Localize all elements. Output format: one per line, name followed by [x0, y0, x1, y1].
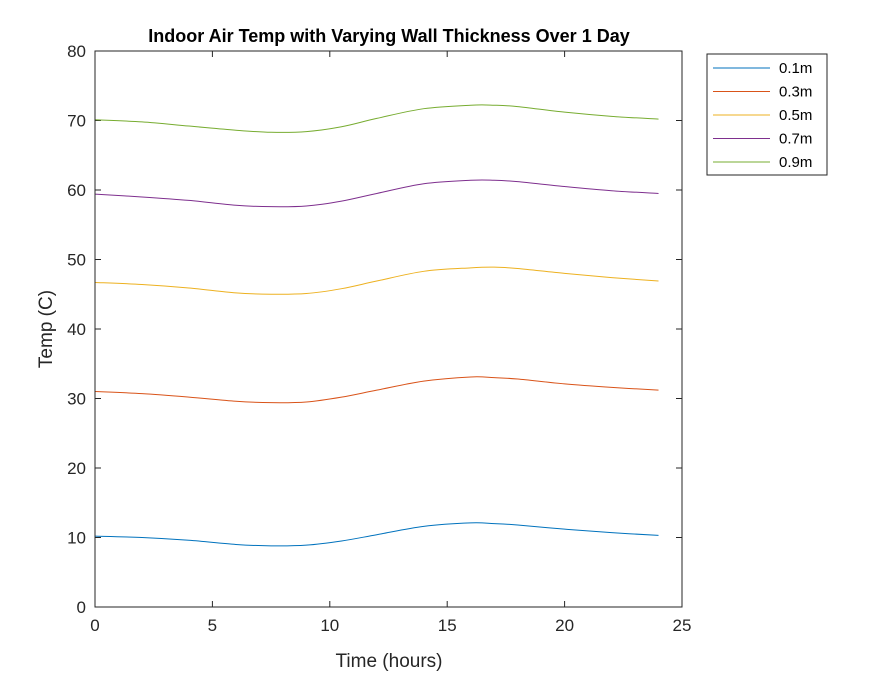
series-line-2 — [94, 266, 659, 295]
plot-border — [94, 50, 683, 608]
y-tick-label: 40 — [67, 320, 86, 339]
y-axis-label: Temp (C) — [36, 290, 57, 368]
legend-entries: 0.1m 0.3m 0.5m 0.7m 0.9m — [713, 60, 812, 171]
plot-area — [95, 51, 682, 607]
x-tick-label: 25 — [673, 616, 692, 635]
y-tick-label: 50 — [67, 251, 86, 270]
series-line-1 — [94, 376, 659, 404]
x-tick-label: 10 — [320, 616, 339, 635]
x-tick-label: 20 — [555, 616, 574, 635]
chart-title: Indoor Air Temp with Varying Wall Thickn… — [148, 26, 629, 46]
y-tick-label: 80 — [67, 42, 86, 61]
y-tick-label: 30 — [67, 390, 86, 409]
x-tick-label: 5 — [208, 616, 217, 635]
legend-label-4: 0.9m — [779, 154, 812, 171]
x-axis-label: Time (hours) — [336, 651, 443, 672]
y-tick-label: 60 — [67, 181, 86, 200]
legend-label-2: 0.5m — [779, 107, 812, 124]
series-line-0 — [94, 522, 659, 547]
series-line-4 — [94, 104, 659, 133]
y-tick-label: 0 — [77, 598, 86, 617]
series-lines — [94, 104, 659, 547]
legend-label-3: 0.7m — [779, 131, 812, 148]
y-tick-label: 10 — [67, 529, 86, 548]
axis-ticks: 0 5 10 15 20 25 0 10 20 30 40 50 60 70 80 — [67, 42, 691, 635]
series-line-3 — [94, 179, 659, 208]
x-tick-label: 15 — [438, 616, 457, 635]
legend: 0.1m 0.3m 0.5m 0.7m 0.9m — [706, 53, 828, 176]
legend-label-0: 0.1m — [779, 60, 812, 77]
y-tick-label: 20 — [67, 459, 86, 478]
y-tick-label: 70 — [67, 112, 86, 131]
x-tick-label: 0 — [90, 616, 99, 635]
legend-label-1: 0.3m — [779, 84, 812, 101]
